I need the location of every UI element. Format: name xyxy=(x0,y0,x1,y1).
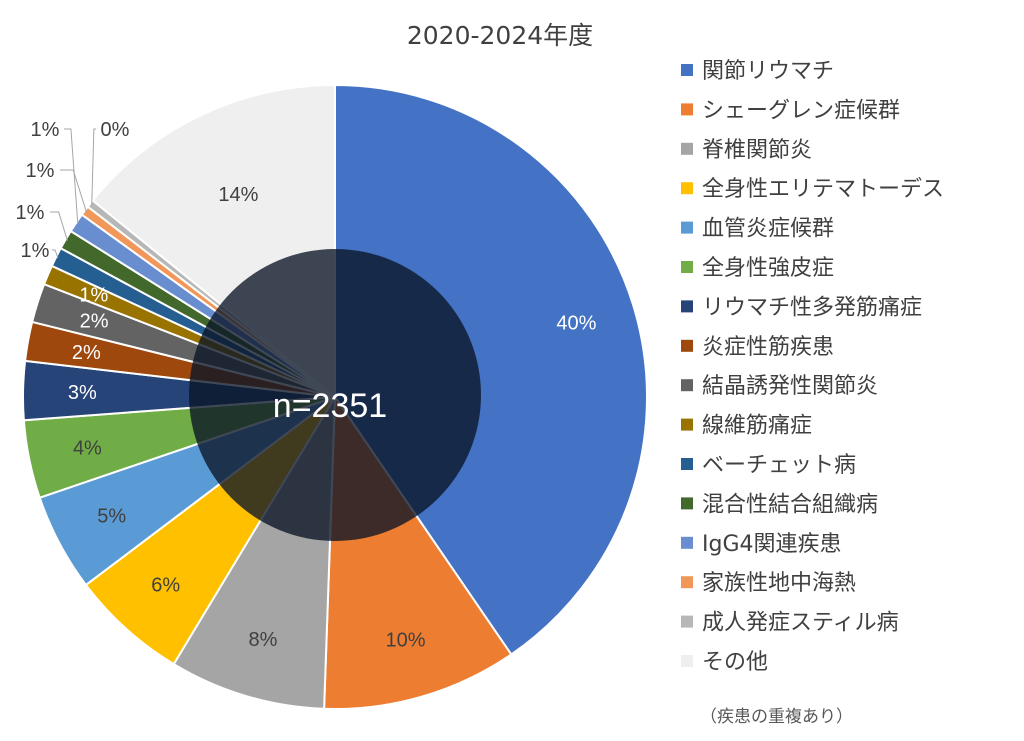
legend-swatch-5 xyxy=(681,221,693,234)
legend-label-9: 結晶誘発性関節炎 xyxy=(702,374,878,399)
legend-swatch-1 xyxy=(681,64,693,76)
leader-lines xyxy=(50,128,96,259)
legend-swatch-8 xyxy=(681,339,693,352)
data-label-9: 2% xyxy=(80,311,109,333)
data-label-13: 1% xyxy=(31,119,60,141)
legend-label-4: 全身性エリテマトーデス xyxy=(702,177,944,202)
legend-swatch-13 xyxy=(681,536,693,549)
legend-swatch-6 xyxy=(681,261,693,273)
legend-label-2: シェーグレン症候群 xyxy=(702,98,900,123)
legend-label-14: 家族性地中海熱 xyxy=(702,571,856,596)
data-label-12: 1% xyxy=(16,202,45,224)
data-label-5: 5% xyxy=(97,505,126,527)
legend-swatch-10 xyxy=(681,418,693,431)
leader-line-11 xyxy=(52,249,59,259)
legend-swatch-11 xyxy=(681,458,693,470)
data-label-11: 1% xyxy=(21,240,50,262)
legend-swatch-14 xyxy=(681,576,693,589)
leader-line-13 xyxy=(64,128,79,224)
legend-label-13: IgG4関連疾患 xyxy=(702,532,842,557)
legend-swatch-4 xyxy=(681,182,693,195)
data-labels: 40% 10% 8% 6% 5% 4% 3% 2% 2% 1% 1% 1% 1% 1% 0% 14% xyxy=(16,119,597,652)
legend-label-3: 脊椎関節炎 xyxy=(702,138,812,163)
legend-label-16: その他 xyxy=(702,650,768,675)
legend-swatch-7 xyxy=(681,300,693,313)
legend-label-15: 成人発症スティル病 xyxy=(702,611,899,636)
legend-label-7: リウマチ性多発筋痛症 xyxy=(702,295,922,320)
legend-swatch-9 xyxy=(681,379,693,392)
legend-label-1: 関節リウマチ xyxy=(702,59,834,84)
legend-swatch-16 xyxy=(681,655,693,667)
legend-label-10: 線維筋痛症 xyxy=(702,414,812,439)
footnote: （疾患の重複あり） xyxy=(700,707,853,727)
data-label-7: 3% xyxy=(68,382,97,404)
legend-swatch-15 xyxy=(681,615,693,628)
legend-label-6: 全身性強皮症 xyxy=(702,256,834,281)
legend-swatch-3 xyxy=(681,142,693,155)
legend-label-5: 血管炎症候群 xyxy=(702,217,834,242)
legend-label-8: 炎症性筋疾患 xyxy=(702,335,834,360)
center-total-label: n=2351 xyxy=(273,387,387,425)
pie-slice-1 xyxy=(334,83,648,656)
data-label-15: 0% xyxy=(101,119,130,141)
data-label-10: 1% xyxy=(79,284,108,306)
data-label-6: 4% xyxy=(73,438,102,460)
data-label-16: 14% xyxy=(218,184,258,206)
data-label-1: 40% xyxy=(556,312,596,334)
data-label-14: 1% xyxy=(26,160,55,182)
legend-label-11: ベーチェット病 xyxy=(702,453,856,478)
leader-line-12 xyxy=(50,211,68,241)
leader-line-15 xyxy=(91,128,96,205)
data-label-8: 2% xyxy=(72,342,101,364)
legend-label-12: 混合性結合組織病 xyxy=(702,492,878,517)
legend-swatch-2 xyxy=(681,103,693,116)
chart-title: 2020-2024年度 xyxy=(407,21,593,50)
legend-swatch-12 xyxy=(681,497,693,510)
data-label-2: 10% xyxy=(385,630,425,652)
data-label-3: 8% xyxy=(249,629,278,651)
leader-line-14 xyxy=(60,169,87,213)
legend: 関節リウマチシェーグレン症候群脊椎関節炎全身性エリテマトーデス血管炎症候群全身性… xyxy=(681,59,944,675)
center-overlay-circle xyxy=(189,249,481,541)
data-label-4: 6% xyxy=(151,575,180,597)
